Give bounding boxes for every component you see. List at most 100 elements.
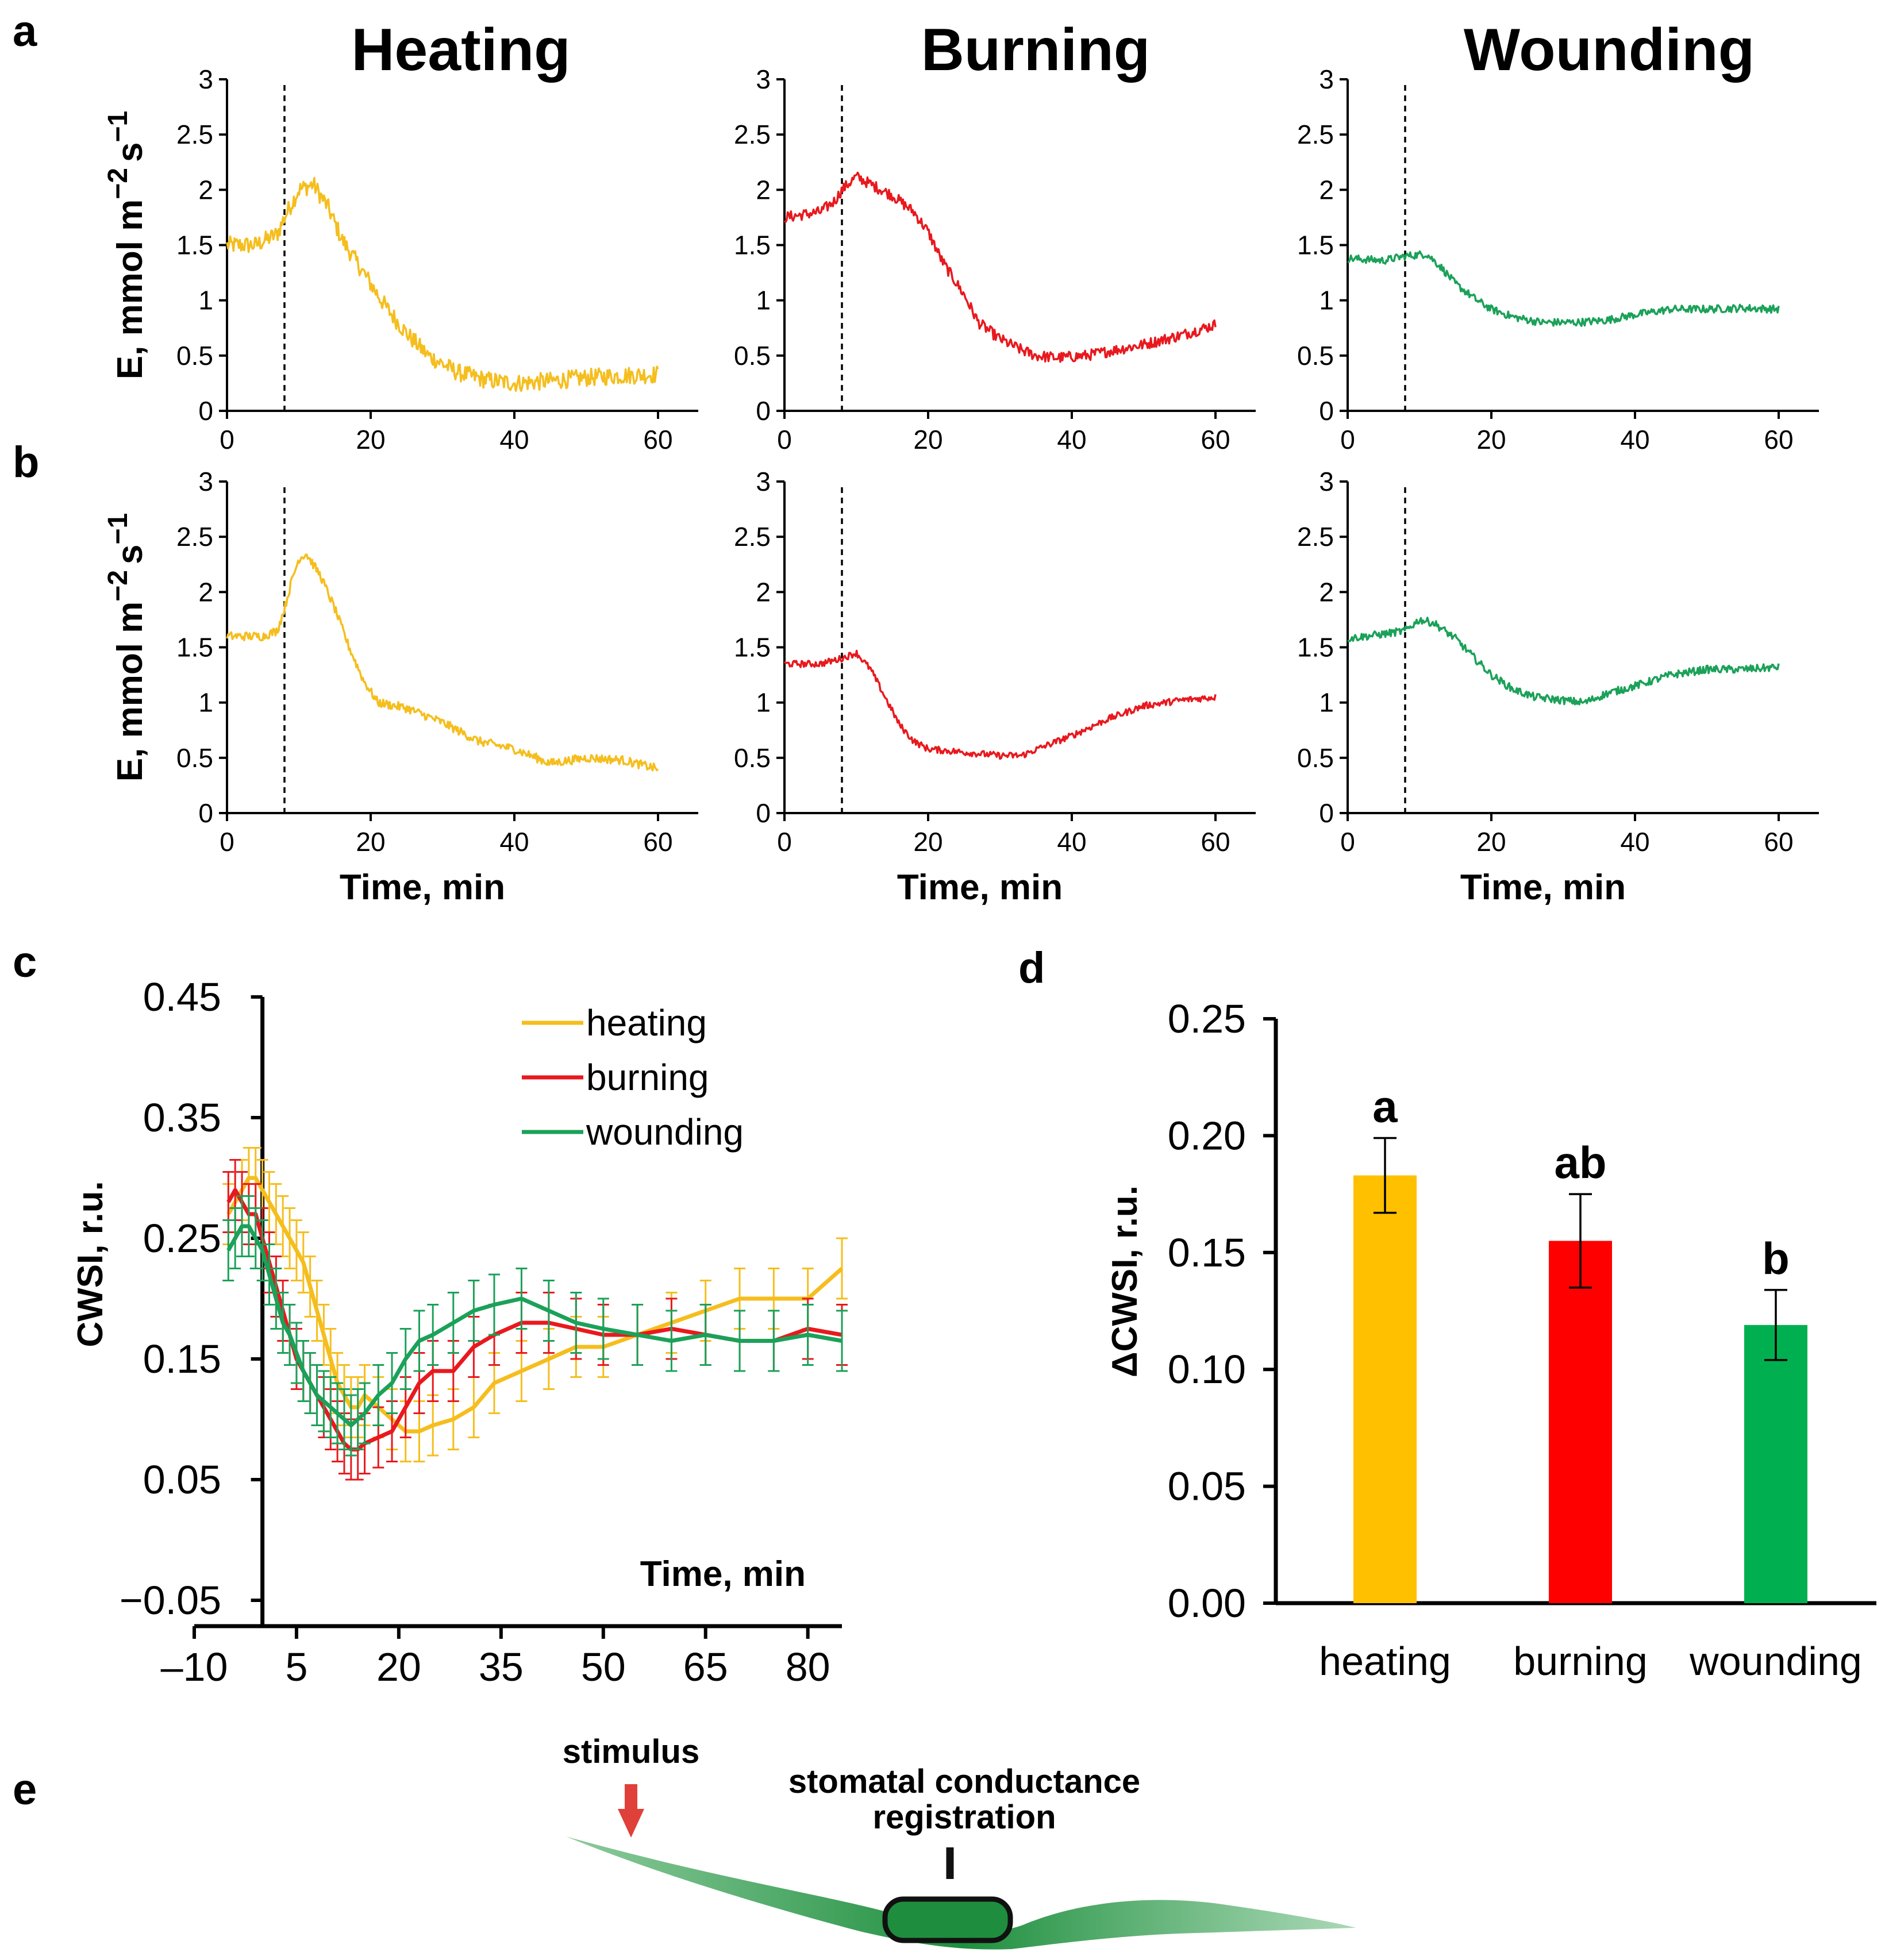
chart-d: 0.25 0.20 0.15 0.10 0.05 0.00 a heating ab burnin… <box>1105 996 1876 1684</box>
x-tick-label: 65 <box>683 1645 728 1689</box>
x-tick-label: 20 <box>356 425 385 455</box>
y-tick-label: 0.35 <box>143 1095 221 1140</box>
y-axis-label-sup2: −1 <box>103 111 133 143</box>
y-tick-label: 0.5 <box>176 743 213 773</box>
x-axis-label: Time, min <box>1460 868 1626 907</box>
y-tick-label: 2.5 <box>734 522 771 552</box>
legend-label-heating: heating <box>586 1002 707 1043</box>
series-line-heating <box>226 176 659 392</box>
stimulus-arrow-head <box>618 1809 644 1838</box>
y-tick-label: 2.5 <box>176 522 213 552</box>
series-line-wounding <box>1347 250 1780 328</box>
y-tick-label: 0.5 <box>1297 743 1334 773</box>
y-tick-label: 1.5 <box>734 230 771 260</box>
chart-a-burning: 0 0.5 1 1.5 2 2.5 3 0 20 40 60 <box>734 64 1256 455</box>
y-tick-label: 0.20 <box>1168 1113 1246 1158</box>
y-axis-label-mid: s <box>110 545 150 564</box>
bar-wounding <box>1744 1324 1807 1603</box>
registration-label-line1: stomatal conductance <box>788 1763 1140 1800</box>
series-line-wounding <box>1347 617 1780 706</box>
significance-label: ab <box>1554 1137 1606 1188</box>
y-tick-label: 2 <box>198 175 213 205</box>
y-tick-label: 2 <box>198 577 213 607</box>
category-label: wounding <box>1689 1639 1862 1684</box>
x-tick-label: 40 <box>1620 827 1649 857</box>
chart-b-wounding: 0 0.5 1 1.5 2 2.5 3 0 20 40 60 Time, min <box>1297 467 1819 907</box>
y-tick-label: 1.5 <box>176 230 213 260</box>
y-tick-label: 2 <box>756 577 771 607</box>
y-tick-label: 2.5 <box>734 120 771 149</box>
bar-burning <box>1549 1241 1612 1603</box>
panel-letter-c: c <box>13 938 37 987</box>
x-tick-label: 60 <box>1201 827 1230 857</box>
x-tick-label: 40 <box>1620 425 1649 455</box>
y-tick-label: −0.05 <box>120 1578 221 1623</box>
x-tick-label: 0 <box>220 425 234 455</box>
y-axis-label-sup1: −2 <box>103 168 133 199</box>
y-tick-label: 1 <box>1319 286 1334 315</box>
chart-b-heating: 0 0.5 1 1.5 2 2.5 3 0 20 40 60 E, mmol m−2 s−1 Time, … <box>103 467 698 907</box>
x-axis-label: Time, min <box>897 868 1063 907</box>
y-tick-label: 1 <box>1319 688 1334 718</box>
chart-a-heating: 0 0.5 1 1.5 2 2.5 3 0 20 40 60 E, mmol m−2 s−1 <box>103 64 698 455</box>
y-tick-label: 1.5 <box>1297 230 1334 260</box>
y-tick-label: 2.5 <box>1297 120 1334 149</box>
y-tick-label: 1.5 <box>1297 633 1334 663</box>
y-tick-label: 0.5 <box>176 341 213 371</box>
y-axis-label-main: E, mmol m <box>110 199 150 380</box>
y-tick-label: 0.05 <box>1168 1464 1246 1509</box>
chart-c: 0.45 0.35 0.25 0.15 0.05 −0.05 –10 5 20 35 50 65 80 h… <box>71 975 848 1689</box>
y-axis-label: ΔCWSI, r.u. <box>1105 1185 1145 1377</box>
y-tick-label: 2 <box>1319 577 1334 607</box>
x-tick-label: 20 <box>376 1645 421 1689</box>
y-tick-label: 1 <box>198 286 213 315</box>
y-tick-label: 1.5 <box>734 633 771 663</box>
y-tick-label: 2.5 <box>176 120 213 149</box>
x-tick-label: 0 <box>777 827 792 857</box>
x-tick-label: 60 <box>643 425 672 455</box>
x-tick-label: 5 <box>285 1645 307 1689</box>
panel-letter-a: a <box>13 7 37 56</box>
x-tick-label: 60 <box>1764 827 1793 857</box>
x-tick-label: 60 <box>643 827 672 857</box>
x-axis-label: Time, min <box>640 1554 806 1594</box>
x-tick-label: 60 <box>1201 425 1230 455</box>
series-line-burning <box>226 1188 843 1451</box>
y-tick-label: 0 <box>198 798 213 828</box>
y-tick-label: 0 <box>756 798 771 828</box>
chart-a-wounding: 0 0.5 1 1.5 2 2.5 3 0 20 40 60 <box>1297 64 1819 455</box>
plots-layer: 00.511.522.530 20 40 60E, mmol m−2s−100.511… <box>71 64 1876 1689</box>
panel-letter-e: e <box>13 1765 37 1814</box>
x-tick-label: 20 <box>913 425 942 455</box>
series-line-burning <box>783 649 1217 760</box>
stimulus-label: stimulus <box>563 1733 700 1770</box>
y-tick-label: 0.25 <box>143 1216 221 1261</box>
x-tick-label: 0 <box>777 425 792 455</box>
legend-label-burning: burning <box>586 1057 709 1098</box>
x-axis-label: Time, min <box>340 868 505 907</box>
y-tick-label: 0.00 <box>1168 1581 1246 1626</box>
y-tick-label: 0 <box>1319 798 1334 828</box>
x-tick-label: 80 <box>786 1645 830 1689</box>
series-line-wounding <box>226 1224 843 1427</box>
series-line-burning <box>783 171 1217 363</box>
x-tick-label: 40 <box>499 827 529 857</box>
y-tick-label: 0.25 <box>1168 996 1246 1041</box>
title-wounding: Wounding <box>1464 17 1755 83</box>
y-tick-label: 0 <box>198 396 213 426</box>
x-tick-label: –10 <box>161 1645 228 1689</box>
registration-label-line2: registration <box>872 1799 1056 1836</box>
y-tick-label: 0.15 <box>1168 1230 1246 1275</box>
y-tick-label: 0 <box>1319 396 1334 426</box>
y-tick-label: 0.5 <box>734 743 771 773</box>
series-line-heating <box>226 553 659 772</box>
y-tick-label: 1 <box>756 286 771 315</box>
y-axis-label-main: E, mmol m <box>110 602 150 782</box>
x-tick-label: 40 <box>1057 827 1086 857</box>
legend-label-wounding: wounding <box>586 1111 744 1153</box>
title-burning: Burning <box>921 17 1151 83</box>
y-tick-label: 1 <box>198 688 213 718</box>
y-tick-label: 0.5 <box>1297 341 1334 371</box>
x-tick-label: 40 <box>499 425 529 455</box>
bar-heating <box>1353 1175 1417 1603</box>
